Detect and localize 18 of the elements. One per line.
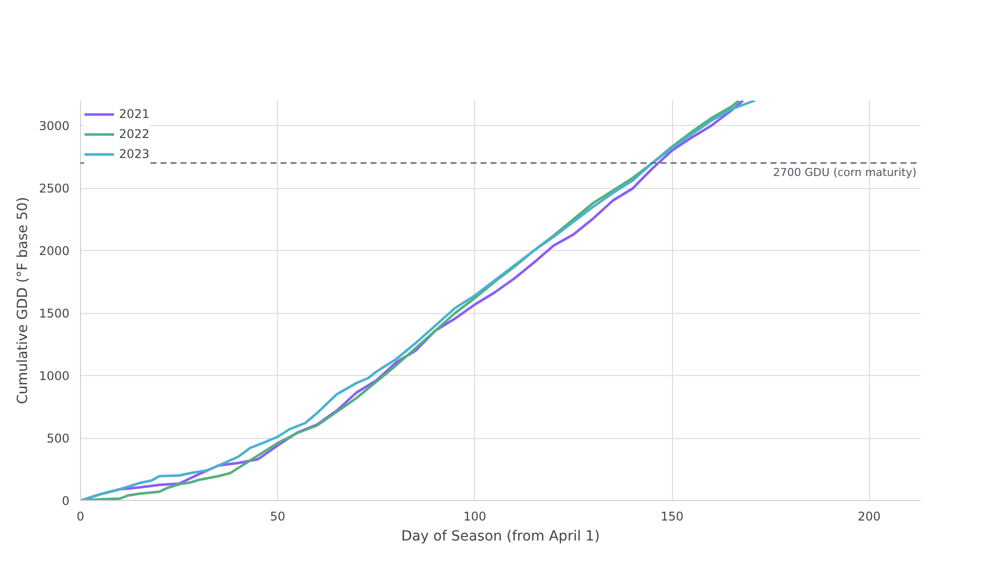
x-tick-label: 200 [858,510,881,524]
legend-label: 2023 [119,147,150,161]
legend-label: 2021 [119,107,150,121]
x-tick-label: 150 [660,510,684,524]
ref-line-label: 2700 GDU (corn maturity) [773,166,917,179]
legend-label: 2022 [119,127,150,141]
y-tick-label: 0 [62,494,70,508]
y-axis-title: Cumulative GDD (°F base 50) [14,196,31,404]
x-tick-label: 50 [270,510,286,524]
x-tick-label: 100 [463,510,486,524]
y-tick-label: 1000 [38,369,70,383]
y-tick-label: 2000 [38,244,70,258]
y-tick-label: 500 [46,432,70,446]
y-tick-label: 3000 [38,119,70,133]
x-axis-title: Day of Season (from April 1) [401,528,600,544]
y-tick-label: 2500 [38,182,70,196]
x-tick-label: 0 [76,510,84,524]
y-tick-label: 1500 [38,306,70,320]
